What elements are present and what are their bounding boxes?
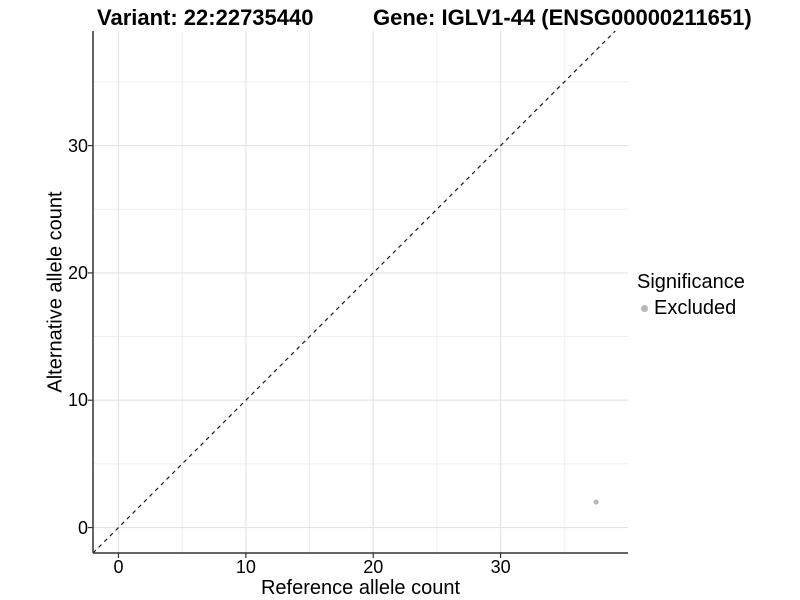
legend-item: Excluded (641, 296, 745, 320)
data-point (593, 499, 599, 505)
legend: Significance Excluded (637, 270, 745, 320)
legend-title: Significance (637, 271, 745, 293)
y-tick-label: 0 (77, 517, 88, 538)
plot-canvas (88, 31, 628, 558)
y-tick-label: 20 (67, 262, 88, 283)
x-tick-label: 30 (490, 557, 511, 577)
legend-item-label: Excluded (654, 297, 737, 319)
y-tick-label: 10 (67, 390, 88, 411)
plot-title-variant: Variant: 22:22735440 (97, 5, 314, 30)
y-tick-label: 30 (67, 135, 88, 156)
identity-line (92, 31, 616, 554)
y-axis-label: Alternative allele count (44, 191, 67, 393)
plot-title-gene: Gene: IGLV1-44 (ENSG00000211651) (373, 5, 752, 30)
x-tick-label: 20 (363, 557, 384, 577)
x-axis-label: Reference allele count (260, 577, 460, 599)
x-tick-label: 0 (113, 557, 124, 577)
x-tick-label: 10 (235, 557, 256, 577)
excluded-point-icon (641, 304, 648, 312)
